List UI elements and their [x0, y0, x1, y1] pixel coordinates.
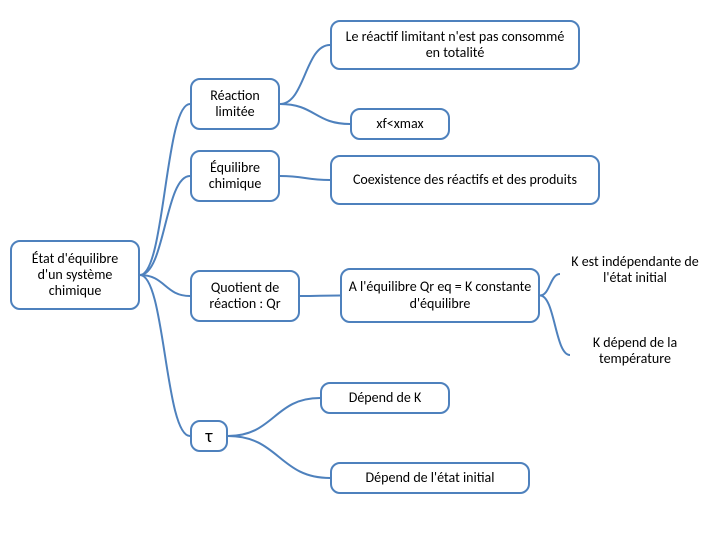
edge-root-n_quotient [140, 275, 190, 296]
edge-root-n_reaction [140, 104, 190, 275]
node-reaction-limitee-label: Réaction limitée [198, 88, 272, 120]
node-qr-eq-k-label: A l'équilibre Qr eq = K constante d'équi… [348, 279, 532, 311]
node-root-label: État d'équilibre d'un système chimique [18, 251, 132, 299]
edge-n_equilibre-n_coexist [280, 176, 330, 180]
node-depend-k: Dépend de K [320, 382, 450, 414]
edge-n_quotient-n_qreq [300, 296, 340, 297]
node-tau-label: τ [206, 426, 213, 447]
node-depend-etat-initial-label: Dépend de l'état initial [366, 470, 495, 486]
label-k-temperature-text: K dépend de la température [593, 334, 677, 367]
node-reaction-limitee: Réaction limitée [190, 78, 280, 130]
node-reactif-limitant-label: Le réactif limitant n'est pas consommé e… [338, 29, 572, 61]
diagram-stage: { "canvas": { "width": 720, "height": 54… [0, 0, 720, 540]
node-equilibre-chimique-label: Équilibre chimique [198, 160, 272, 192]
label-k-temperature: K dépend de la température [570, 335, 700, 367]
edge-n_tau-n_depK [228, 398, 320, 436]
edge-n_qreq-l_Ktemp [540, 296, 570, 356]
label-k-independante: K est indépendante de l'état initial [560, 254, 710, 286]
node-qr-eq-k: A l'équilibre Qr eq = K constante d'équi… [340, 268, 540, 323]
node-coexistence-label: Coexistence des réactifs et des produits [353, 172, 577, 188]
edge-n_qreq-l_Kindep [540, 274, 560, 296]
node-coexistence: Coexistence des réactifs et des produits [330, 155, 600, 205]
edge-n_reaction-n_consomme [280, 45, 330, 104]
node-quotient-reaction-label: Quotient de réaction : Qr [198, 280, 292, 312]
label-k-independante-text: K est indépendante de l'état initial [571, 253, 698, 286]
edge-root-n_equilibre [140, 176, 190, 275]
node-xf-xmax-label: xf<xmax [376, 116, 423, 132]
edge-n_reaction-n_xf [280, 104, 350, 124]
node-quotient-reaction: Quotient de réaction : Qr [190, 270, 300, 322]
node-root: État d'équilibre d'un système chimique [10, 240, 140, 310]
edge-root-n_tau [140, 275, 190, 436]
node-tau: τ [190, 420, 228, 452]
node-xf-xmax: xf<xmax [350, 108, 450, 140]
node-depend-etat-initial: Dépend de l'état initial [330, 462, 530, 494]
edge-n_tau-n_depEtat [228, 436, 330, 478]
node-depend-k-label: Dépend de K [349, 390, 422, 406]
node-equilibre-chimique: Équilibre chimique [190, 150, 280, 202]
node-reactif-limitant: Le réactif limitant n'est pas consommé e… [330, 20, 580, 70]
